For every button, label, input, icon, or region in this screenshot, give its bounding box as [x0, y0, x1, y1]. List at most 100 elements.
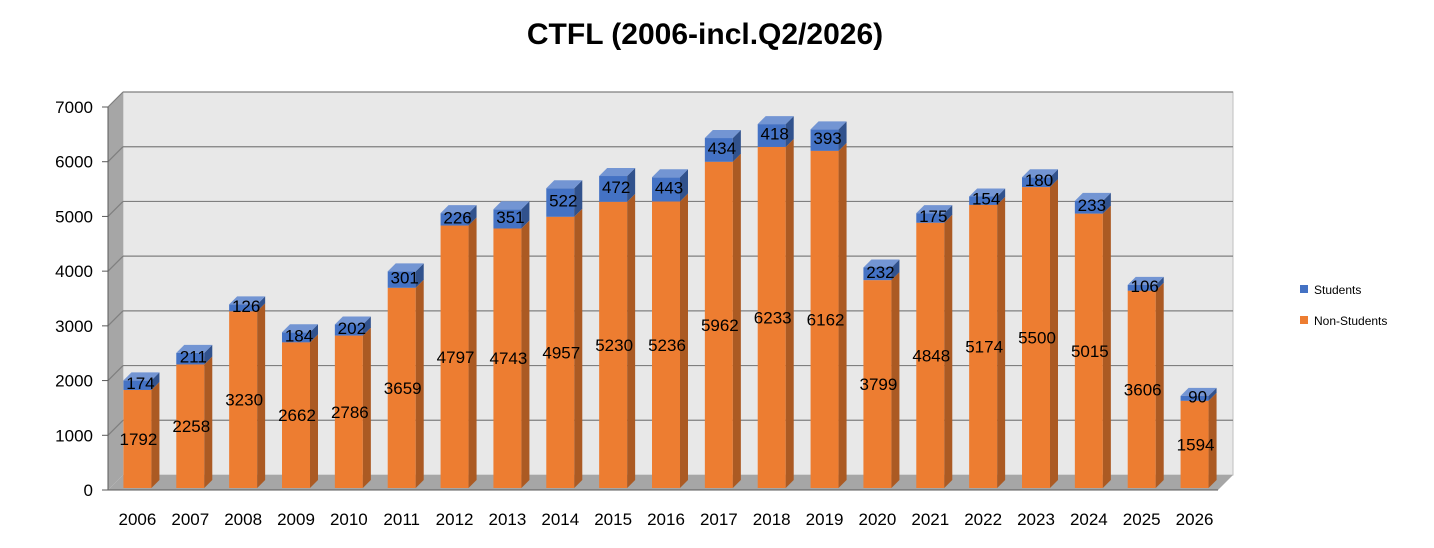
bar-students — [704, 130, 741, 162]
bar-non-students — [176, 356, 213, 488]
data-label-students: 154 — [972, 190, 1000, 209]
x-tick-label: 2023 — [1017, 510, 1055, 529]
bar-students-top — [704, 130, 741, 139]
bar-students-front — [176, 352, 205, 365]
legend-label: Students — [1314, 283, 1361, 297]
bar-students-top — [810, 121, 847, 130]
bar-non-students — [387, 279, 424, 488]
bar-students-side — [362, 316, 371, 336]
bar-students — [334, 316, 371, 336]
gridline-side — [107, 91, 124, 108]
data-label-non-students: 1594 — [1177, 435, 1215, 454]
bar-non-students-front — [493, 228, 522, 488]
data-label-students: 126 — [232, 297, 260, 316]
bar-students-top — [599, 168, 636, 177]
data-label-students: 226 — [443, 208, 471, 227]
bar-students — [599, 168, 636, 202]
data-label-non-students: 5500 — [1018, 329, 1056, 348]
x-tick-label: 2025 — [1123, 510, 1161, 529]
bar-non-students-side — [574, 208, 583, 488]
bar-non-students-front — [387, 287, 416, 488]
bar-students-side — [257, 296, 266, 312]
gridline-side — [107, 365, 124, 381]
y-tick-label: 0 — [84, 481, 93, 500]
data-label-non-students: 5962 — [701, 316, 739, 335]
bar-students — [440, 205, 477, 226]
bar-students-top — [440, 205, 477, 214]
bar-students-top — [546, 180, 583, 189]
bar-students-top — [334, 316, 371, 325]
bar-students-top — [916, 205, 953, 214]
y-tick-label: 3000 — [55, 317, 93, 336]
bar-non-students — [440, 217, 477, 488]
bar-students-top — [863, 259, 900, 268]
bar-students-side — [310, 324, 318, 343]
bar-non-students — [229, 303, 266, 488]
bar-students — [1180, 387, 1217, 401]
y-tick-label: 1000 — [55, 426, 93, 445]
bar-students-front — [916, 213, 945, 223]
data-label-students: 232 — [866, 263, 894, 282]
bar-non-students-side — [415, 279, 424, 488]
x-tick-label: 2016 — [647, 510, 685, 529]
bar-non-students-side — [838, 142, 847, 488]
bar-non-students-front — [334, 335, 363, 488]
bar-students — [1074, 192, 1111, 214]
gridline-side — [107, 201, 124, 217]
bar-non-students — [810, 142, 847, 488]
bar-students-top — [1022, 169, 1058, 178]
data-label-non-students: 6162 — [807, 310, 845, 329]
data-label-non-students: 3799 — [860, 375, 898, 394]
bar-students — [757, 116, 794, 147]
bar-students-top — [282, 324, 318, 333]
plot-side-wall — [108, 92, 123, 490]
data-label-non-students: 3230 — [225, 391, 263, 410]
x-tick-label: 2007 — [171, 510, 209, 529]
legend-swatch — [1300, 316, 1308, 324]
x-tick-label: 2010 — [330, 510, 368, 529]
legend-swatch — [1300, 285, 1308, 293]
x-tick-label: 2013 — [489, 510, 527, 529]
y-tick-label: 5000 — [55, 207, 93, 226]
x-tick-label: 2014 — [541, 510, 579, 529]
data-label-non-students: 4957 — [542, 343, 580, 362]
bar-non-students-front — [652, 201, 680, 489]
bar-non-students-front — [810, 150, 839, 488]
bar-non-students — [704, 153, 741, 488]
bar-non-students-side — [468, 217, 477, 488]
data-label-students: 418 — [761, 125, 789, 144]
data-label-non-students: 3606 — [1124, 380, 1162, 399]
bar-students-top — [387, 263, 424, 272]
bar-students-front — [493, 209, 522, 229]
bar-students-front — [863, 267, 892, 281]
data-label-non-students: 6233 — [754, 308, 792, 327]
bar-students-top — [229, 296, 266, 305]
data-label-non-students: 5015 — [1071, 342, 1109, 361]
bar-non-students-front — [969, 204, 998, 489]
data-label-students: 180 — [1025, 171, 1053, 190]
bar-students — [229, 296, 266, 312]
bar-students-front — [1022, 177, 1050, 188]
bar-non-students-front — [176, 364, 205, 488]
bar-students-front — [229, 304, 258, 312]
data-label-students: 351 — [496, 208, 524, 227]
bar-students — [123, 372, 160, 390]
bar-students-top — [123, 372, 160, 381]
bar-students-front — [1074, 200, 1103, 214]
bar-non-students-side — [151, 381, 160, 488]
bar-students — [176, 344, 213, 365]
bar-students-front — [599, 176, 628, 202]
bar-students-side — [680, 169, 688, 202]
bar-students-side — [1050, 169, 1058, 188]
data-label-students: 90 — [1188, 387, 1207, 406]
bar-non-students-front — [440, 225, 469, 488]
x-tick-label: 2012 — [436, 510, 474, 529]
bar-students-side — [785, 116, 794, 147]
data-label-non-students: 2662 — [278, 406, 316, 425]
bar-non-students-front — [1074, 213, 1103, 489]
bar-students-front — [440, 213, 469, 226]
bar-students — [863, 259, 900, 281]
bar-students-top — [176, 344, 213, 353]
x-tick-label: 2006 — [119, 510, 157, 529]
